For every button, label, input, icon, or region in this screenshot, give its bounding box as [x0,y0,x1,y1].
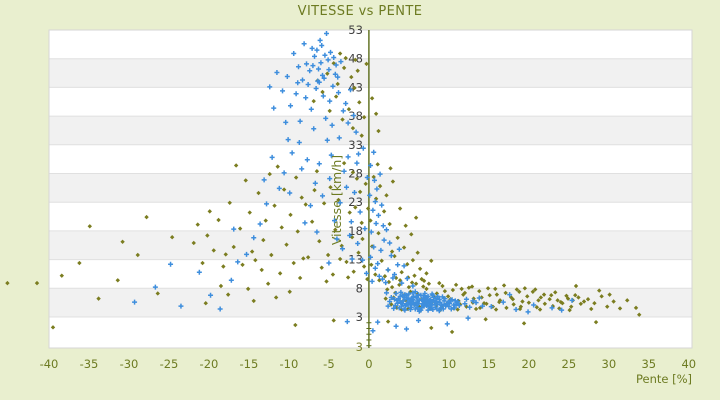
grid-band [49,30,692,59]
y-tick-label: 28 [348,167,363,181]
x-tick-label: 0 [365,357,372,371]
x-tick-label: -35 [80,357,99,371]
y-tick-label: 33 [348,138,363,152]
x-tick-label: -30 [120,357,139,371]
x-tick-label: -15 [240,357,259,371]
x-axis-title: Pente [%] [635,372,692,386]
y-tick-label: 3 [356,310,363,324]
x-tick-label: -10 [280,357,299,371]
x-tick-label: -40 [40,357,59,371]
x-tick-label: -20 [200,357,219,371]
chart-title: VITESSE vs PENTE [297,4,423,19]
y-tick-label: 8 [356,281,363,295]
plot-border [48,29,693,349]
grid-band-bottom [49,317,692,348]
x-tick-label: -5 [323,357,334,371]
grid-band [49,116,692,145]
x-tick-label: 15 [482,357,497,371]
x-tick-label: 20 [522,357,537,371]
grid-band [49,58,692,88]
series-plus-markers [132,30,575,334]
x-tick-label: 10 [442,357,457,371]
x-tick-label: 40 [681,357,696,371]
x-tick-label: 5 [405,357,412,371]
x-tick-label: 30 [602,357,617,371]
grid-band [49,144,692,174]
grid-band [49,202,692,231]
grid-band [49,173,692,203]
x-tick-label: 35 [641,357,656,371]
y-tick-label: 13 [348,253,363,267]
y-axis-min-label: 3 [356,340,363,354]
y-tick-label: 23 [348,195,363,209]
y-tick-label: 18 [348,224,363,238]
y-tick-label: 53 [348,23,363,37]
x-tick-label: 25 [562,357,577,371]
x-tick-label: -25 [160,357,179,371]
grid-band [49,87,692,117]
